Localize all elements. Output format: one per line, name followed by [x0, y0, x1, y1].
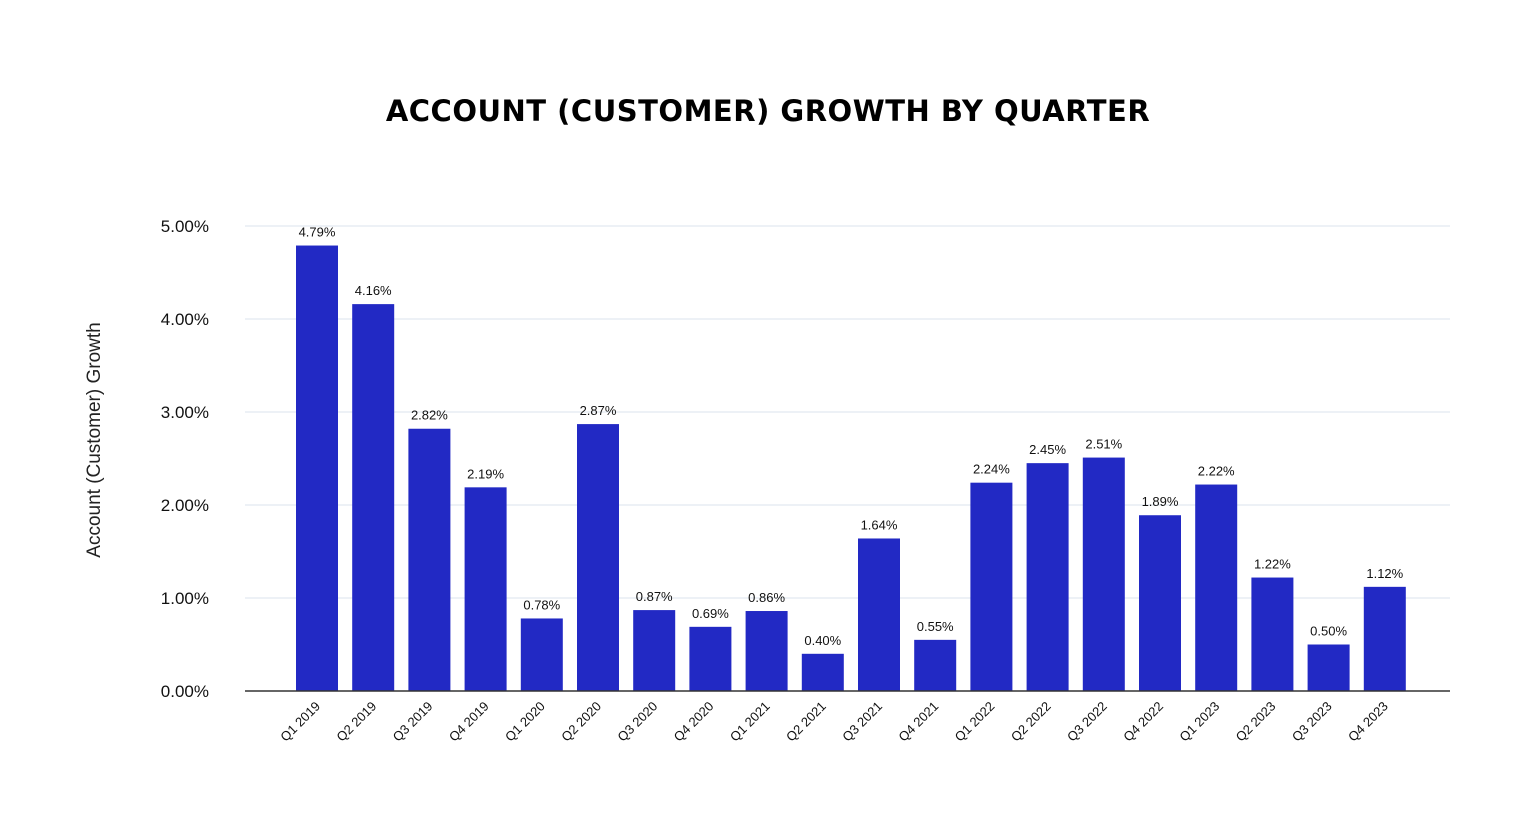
x-tick-label: Q4 2023	[1345, 699, 1391, 745]
x-tick-label: Q2 2023	[1233, 699, 1279, 745]
y-axis-label: Account (Customer) Growth	[84, 322, 105, 557]
bar	[577, 424, 619, 691]
y-tick-label: 5.00%	[161, 217, 209, 236]
bar	[745, 611, 788, 691]
y-tick-label: 4.00%	[161, 310, 209, 329]
data-label: 0.69%	[692, 606, 729, 621]
data-label: 0.78%	[523, 597, 560, 612]
x-tick-label: Q3 2020	[614, 699, 660, 745]
data-label: 4.16%	[355, 283, 392, 298]
x-tick-label: Q3 2019	[390, 699, 436, 745]
bar	[970, 482, 1013, 691]
bar	[801, 653, 844, 691]
bar	[1307, 644, 1350, 691]
data-label: 2.51%	[1085, 437, 1122, 452]
x-tick-label: Q2 2022	[1008, 699, 1054, 745]
bar	[914, 639, 957, 691]
data-label: 1.64%	[861, 517, 898, 532]
x-tick-label: Q3 2023	[1289, 699, 1335, 745]
x-tick-label: Q2 2021	[783, 699, 829, 745]
bar	[1082, 457, 1125, 691]
x-tick-label: Q4 2022	[1120, 699, 1166, 745]
data-label: 2.22%	[1198, 464, 1235, 479]
data-label: 2.45%	[1029, 442, 1066, 457]
y-tick-label: 0.00%	[161, 682, 209, 701]
data-label: 0.86%	[748, 590, 785, 605]
data-label: 1.89%	[1142, 494, 1179, 509]
data-label: 0.40%	[804, 633, 841, 648]
data-label: 2.19%	[467, 466, 504, 481]
data-label: 1.22%	[1254, 557, 1291, 572]
bar	[1026, 463, 1069, 691]
bar	[464, 487, 507, 691]
x-tick-label: Q1 2021	[727, 699, 773, 745]
bar	[1251, 577, 1294, 691]
x-tick-label: Q4 2021	[895, 699, 941, 745]
x-tick-label: Q3 2022	[1064, 699, 1110, 745]
x-tick-label: Q1 2020	[502, 699, 548, 745]
x-tick-label: Q1 2019	[277, 699, 323, 745]
data-label: 1.12%	[1366, 566, 1403, 581]
data-label: 4.79%	[299, 225, 336, 240]
x-tick-label: Q1 2023	[1176, 699, 1222, 745]
data-label: 0.50%	[1310, 624, 1347, 639]
data-label: 2.87%	[580, 403, 617, 418]
data-label: 2.82%	[411, 408, 448, 423]
bar	[408, 428, 451, 691]
data-label: 0.87%	[636, 589, 673, 604]
y-tick-label: 2.00%	[161, 496, 209, 515]
x-tick-label: Q4 2020	[671, 699, 717, 745]
data-label: 0.55%	[917, 619, 954, 634]
y-tick-label: 1.00%	[161, 589, 209, 608]
bar	[633, 610, 676, 691]
x-tick-label: Q2 2020	[558, 699, 604, 745]
x-tick-label: Q1 2022	[952, 699, 998, 745]
chart-title: ACCOUNT (CUSTOMER) GROWTH BY QUARTER	[385, 94, 1151, 128]
x-tick-label: Q2 2019	[333, 699, 379, 745]
bar	[858, 538, 900, 691]
bar	[1363, 586, 1406, 691]
x-tick-label: Q3 2021	[839, 699, 885, 745]
x-tick-label: Q4 2019	[446, 699, 492, 745]
y-tick-label: 3.00%	[161, 403, 209, 422]
bar	[352, 304, 395, 691]
data-label: 2.24%	[973, 462, 1010, 477]
bar	[296, 245, 338, 691]
bar	[1195, 484, 1238, 691]
bar	[520, 618, 563, 691]
bar	[1139, 515, 1181, 691]
bar	[689, 626, 732, 691]
